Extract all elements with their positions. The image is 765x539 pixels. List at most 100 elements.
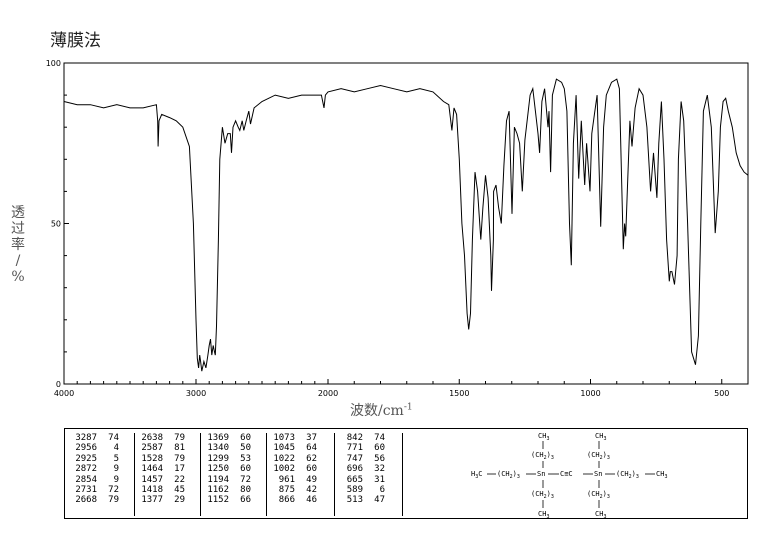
peak-transmittance: 50	[240, 443, 251, 454]
peak-transmittance: 31	[374, 474, 385, 485]
x-axis-label-text: 波数/cm	[350, 403, 404, 419]
peak-wavenumber: 2854	[75, 474, 97, 485]
y-tick-label: 100	[46, 59, 61, 68]
y-axis-label-char: /	[15, 253, 21, 269]
peak-transmittance: 53	[240, 453, 251, 464]
x-axis-ticks: 4000 3000 2000 1500 1000 500	[54, 379, 729, 398]
peak-table-row: 1162 80	[201, 485, 266, 495]
struct-upper-right-chain: (CH2)3	[587, 451, 610, 461]
peak-transmittance: 60	[240, 464, 251, 475]
peak-wavenumber: 2872	[75, 464, 97, 475]
peak-table-row: 1022 62	[267, 454, 334, 464]
peak-table-column: 2638 79 2587 81 1528 79 1464 17 1457 22 1418 45 1377…	[135, 433, 201, 516]
peak-wavenumber: 1162	[207, 484, 229, 495]
peak-table-row: 842 74	[335, 433, 402, 443]
y-axis-label-char: 率	[11, 237, 25, 253]
peak-transmittance: 6	[379, 484, 385, 495]
peak-transmittance: 62	[306, 453, 317, 464]
peak-wavenumber: 513	[346, 495, 363, 506]
peak-wavenumber: 2731	[75, 484, 97, 495]
peak-table-row: 771 60	[335, 443, 402, 453]
struct-triple-bond: C≡C	[560, 470, 573, 478]
peak-table-row: 2731 72	[69, 485, 134, 495]
peak-wavenumber: 1022	[273, 453, 295, 464]
peak-transmittance: 9	[113, 464, 119, 475]
peak-table-row: 2956 4	[69, 443, 134, 453]
peak-wavenumber: 842	[346, 433, 363, 443]
peak-transmittance: 4	[113, 443, 119, 454]
struct-bottom-right-ch3: CH3	[595, 510, 606, 519]
struct-right-chain: (CH2)3	[616, 470, 639, 480]
x-tick-label: 500	[714, 389, 729, 398]
peak-transmittance: 37	[306, 433, 317, 443]
struct-upper-left-chain: (CH2)3	[531, 451, 554, 461]
chart-title: 薄膜法	[50, 31, 101, 51]
peak-table-row: 513 47	[335, 495, 402, 505]
peak-table-row: 2872 9	[69, 464, 134, 474]
struct-top-left-ch3: CH3	[538, 432, 549, 442]
peak-transmittance: 80	[240, 484, 251, 495]
y-axis-ticks: 0 50 100	[46, 59, 69, 389]
peak-transmittance: 17	[174, 464, 185, 475]
peak-wavenumber: 2668	[75, 495, 97, 506]
peak-table-row: 1418 45	[135, 485, 200, 495]
peak-transmittance: 47	[374, 495, 385, 506]
y-axis-label: 透 过 率 / %	[8, 205, 28, 285]
peak-wavenumber: 2638	[141, 433, 163, 443]
peak-wavenumber: 696	[346, 464, 363, 475]
peak-transmittance: 74	[374, 433, 385, 443]
y-tick-label: 0	[56, 380, 61, 389]
peak-table-column: 3287 74 2956 4 2925 5 2872 9 2854 9 2731 72 2668 79	[69, 433, 135, 516]
x-axis-label: 波数/cm-1	[350, 400, 413, 420]
peak-table-column: 1369 60 1340 50 1299 53 1250 60 1194 72 1162 80 1152…	[201, 433, 267, 516]
peak-wavenumber: 1377	[141, 495, 163, 506]
peak-transmittance: 79	[174, 453, 185, 464]
peak-transmittance: 60	[240, 433, 251, 443]
peak-transmittance: 46	[306, 495, 317, 506]
peak-wavenumber: 1418	[141, 484, 163, 495]
peak-table-row: 665 31	[335, 475, 402, 485]
peak-table-column: 1073 37 1045 64 1022 62 1002 60 961 49 875 42 866 46	[267, 433, 335, 516]
peak-table-row: 2925 5	[69, 454, 134, 464]
peak-table-row: 1250 60	[201, 464, 266, 474]
x-tick-label: 3000	[186, 389, 206, 398]
struct-right-methyl: CH3	[656, 470, 667, 480]
peak-wavenumber: 1152	[207, 495, 229, 506]
peak-wavenumber: 1073	[273, 433, 295, 443]
x-tick-label: 2000	[318, 389, 338, 398]
x-tick-label: 4000	[54, 389, 74, 398]
x-axis-label-exponent: -1	[403, 402, 413, 413]
peak-wavenumber: 1045	[273, 443, 295, 454]
peak-table-row: 3287 74	[69, 433, 134, 443]
peak-transmittance: 66	[240, 495, 251, 506]
peak-transmittance: 60	[374, 443, 385, 454]
peak-table-row: 1457 22	[135, 475, 200, 485]
y-axis-label-char: 透	[11, 205, 25, 221]
peak-wavenumber: 1340	[207, 443, 229, 454]
peak-wavenumber: 1299	[207, 453, 229, 464]
ir-spectrum-plot: 4000 3000 2000 1500 1000 500 0 50 100	[46, 59, 749, 398]
peak-table-row: 696 32	[335, 464, 402, 474]
peak-wavenumber: 2587	[141, 443, 163, 454]
peak-transmittance: 56	[374, 453, 385, 464]
peak-wavenumber: 866	[278, 495, 295, 506]
peak-wavenumber: 589	[346, 484, 363, 495]
peak-transmittance: 22	[174, 474, 185, 485]
peak-table-row: 866 46	[267, 495, 334, 505]
peak-wavenumber: 771	[346, 443, 363, 454]
struct-bottom-left-ch3: CH3	[538, 510, 549, 519]
peak-transmittance: 74	[108, 433, 119, 443]
struct-right-sn: Sn	[594, 470, 602, 478]
y-axis-label-char: 过	[11, 221, 25, 237]
peak-wavenumber: 2956	[75, 443, 97, 454]
peak-table-row: 589 6	[335, 485, 402, 495]
peak-transmittance: 45	[174, 484, 185, 495]
peak-wavenumber: 2925	[75, 453, 97, 464]
peak-transmittance: 60	[306, 464, 317, 475]
peak-wavenumber: 1369	[207, 433, 229, 443]
peak-table-row: 2638 79	[135, 433, 200, 443]
struct-left-sn: Sn	[537, 470, 545, 478]
peak-wavenumber: 665	[346, 474, 363, 485]
peak-wavenumber: 1194	[207, 474, 229, 485]
peak-table-column: 842 74 771 60 747 56 696 32 665 31 589 6 513 47	[335, 433, 403, 516]
